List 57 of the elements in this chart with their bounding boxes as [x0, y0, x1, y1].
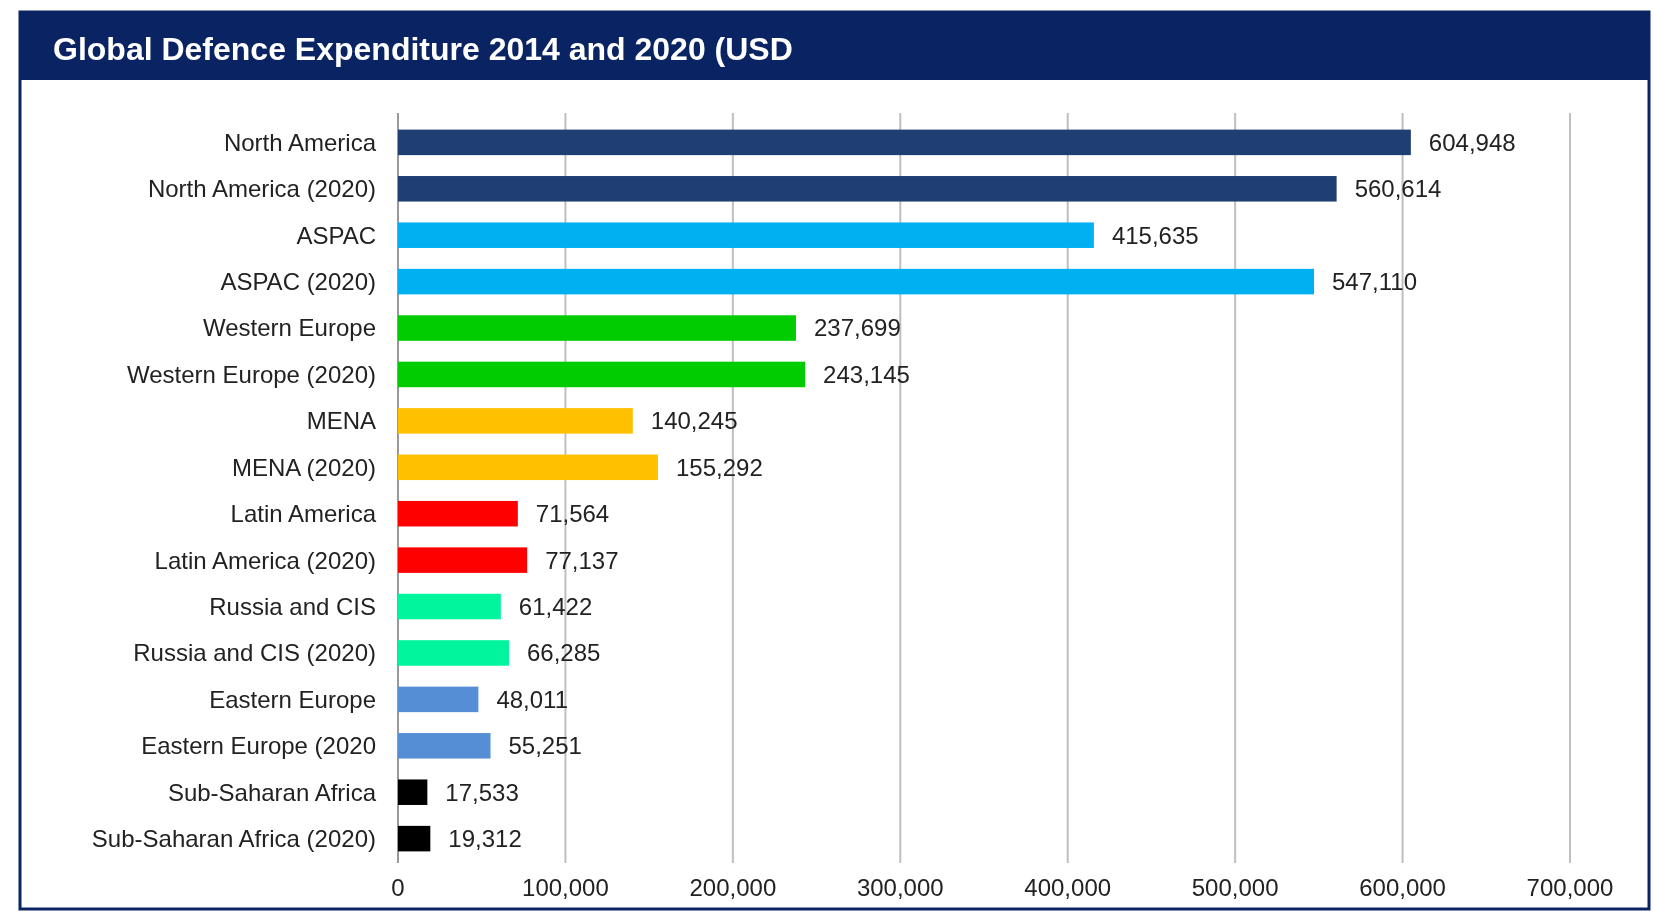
- data-label: 71,564: [535, 500, 610, 528]
- y-tick-label: North America: [223, 128, 377, 156]
- x-tick-label: 600,000: [1359, 874, 1446, 901]
- bar: [398, 408, 633, 434]
- y-tick-label: MENA (2020): [231, 453, 376, 481]
- y-tick-label: Western Europe (2020): [126, 360, 376, 388]
- data-label: 48,011: [496, 685, 569, 713]
- y-tick-label: Western Europe: [203, 314, 376, 342]
- y-tick-label: ASPAC (2020): [220, 268, 376, 296]
- bar: [398, 361, 806, 388]
- y-tick-label: Eastern Europe: [209, 685, 376, 713]
- x-tick-label: 700,000: [1526, 874, 1614, 901]
- bar: [398, 315, 796, 341]
- data-label: 415,635: [1111, 221, 1199, 249]
- data-label: 19,312: [448, 825, 522, 853]
- data-label: 604,948: [1428, 128, 1516, 156]
- y-tick-label: Latin America: [230, 500, 377, 528]
- data-label: 560,614: [1354, 175, 1442, 203]
- x-tick-label: 100,000: [522, 874, 609, 901]
- data-label: 547,110: [1332, 268, 1417, 296]
- data-label: 66,285: [526, 639, 601, 667]
- y-tick-label: ASPAC: [296, 221, 376, 249]
- bar: [398, 268, 1315, 295]
- data-label: 55,251: [508, 732, 582, 760]
- bar: [398, 500, 518, 527]
- data-label: 17,533: [445, 778, 519, 806]
- y-tick-label: MENA: [306, 407, 376, 435]
- bar: [398, 825, 431, 852]
- bar: [398, 547, 528, 573]
- x-tick-label: 0: [391, 874, 405, 901]
- y-tick-label: Russia and CIS (2020): [133, 639, 376, 667]
- x-tick-label: 200,000: [689, 874, 777, 901]
- data-label: 61,422: [518, 592, 593, 620]
- data-label: 155,292: [676, 453, 763, 481]
- x-tick-label: 300,000: [856, 874, 944, 901]
- chart-title: Global Defence Expenditure 2014 and 2020 (USD: [53, 31, 793, 67]
- bar: [398, 593, 501, 620]
- bar: [398, 176, 1337, 202]
- y-tick-label: Eastern Europe (2020: [141, 732, 376, 760]
- bar: [398, 640, 509, 666]
- y-tick-label: Latin America (2020): [154, 546, 376, 574]
- y-tick-label: Sub-Saharan Africa (2020): [91, 825, 376, 853]
- data-label: 237,699: [813, 314, 901, 342]
- data-label: 140,245: [650, 407, 738, 435]
- bar: [398, 222, 1094, 248]
- data-label: 77,137: [545, 546, 619, 574]
- x-tick-label: 500,000: [1191, 874, 1279, 901]
- bar: [398, 686, 479, 713]
- y-tick-label: North America (2020): [147, 175, 376, 203]
- bar: [398, 779, 428, 805]
- bar: [398, 129, 1411, 156]
- bar: [398, 454, 658, 481]
- y-tick-label: Russia and CIS: [209, 592, 376, 620]
- x-tick-label: 400,000: [1024, 874, 1112, 901]
- bar: [398, 733, 491, 759]
- data-label: 243,145: [823, 360, 910, 388]
- y-tick-label: Sub-Saharan Africa: [167, 778, 377, 806]
